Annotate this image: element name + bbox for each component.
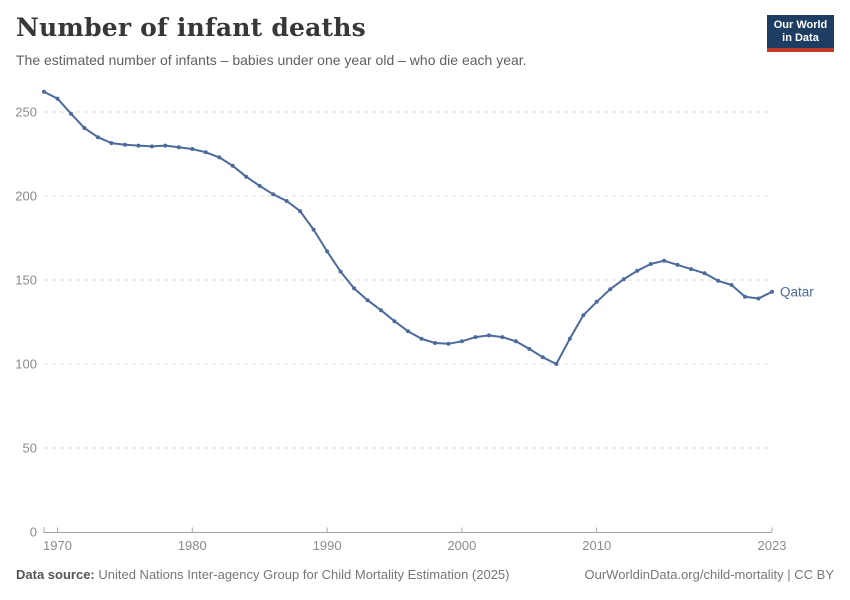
svg-text:1990: 1990 bbox=[313, 538, 342, 553]
chart-subtitle: The estimated number of infants – babies… bbox=[16, 51, 527, 68]
data-source-label: Data source: bbox=[16, 567, 95, 582]
logo-line1: Our World bbox=[773, 18, 828, 31]
svg-text:2010: 2010 bbox=[582, 538, 611, 553]
series-markers-qatar bbox=[42, 89, 774, 366]
svg-text:150: 150 bbox=[15, 273, 37, 288]
series-end-label: Qatar bbox=[780, 284, 814, 299]
chart-footer: Data source: United Nations Inter-agency… bbox=[16, 567, 834, 582]
svg-text:200: 200 bbox=[15, 189, 37, 204]
x-axis-labels: 1970 1980 1990 2000 2010 2023 bbox=[43, 538, 786, 553]
svg-text:0: 0 bbox=[30, 525, 37, 540]
svg-text:50: 50 bbox=[23, 441, 37, 456]
attribution: OurWorldinData.org/child-mortality | CC … bbox=[584, 567, 835, 582]
data-source-text: United Nations Inter-agency Group for Ch… bbox=[94, 567, 510, 582]
owid-logo: Our World in Data bbox=[767, 15, 834, 52]
svg-text:2023: 2023 bbox=[758, 538, 787, 553]
chart-header: Number of infant deaths The estimated nu… bbox=[16, 13, 834, 69]
logo-line2: in Data bbox=[782, 31, 819, 44]
svg-text:1970: 1970 bbox=[43, 538, 72, 553]
y-axis-labels: 0 50 100 150 200 250 bbox=[15, 105, 37, 540]
series-line-qatar bbox=[43, 90, 773, 365]
chart-titles: Number of infant deaths The estimated nu… bbox=[16, 13, 527, 69]
svg-text:100: 100 bbox=[15, 357, 37, 372]
data-source: Data source: United Nations Inter-agency… bbox=[16, 567, 510, 582]
grid-lines bbox=[44, 111, 772, 449]
svg-text:1980: 1980 bbox=[178, 538, 207, 553]
svg-text:2000: 2000 bbox=[447, 538, 476, 553]
chart-title: Number of infant deaths bbox=[16, 13, 366, 42]
x-axis bbox=[43, 527, 773, 533]
svg-text:250: 250 bbox=[15, 105, 37, 120]
